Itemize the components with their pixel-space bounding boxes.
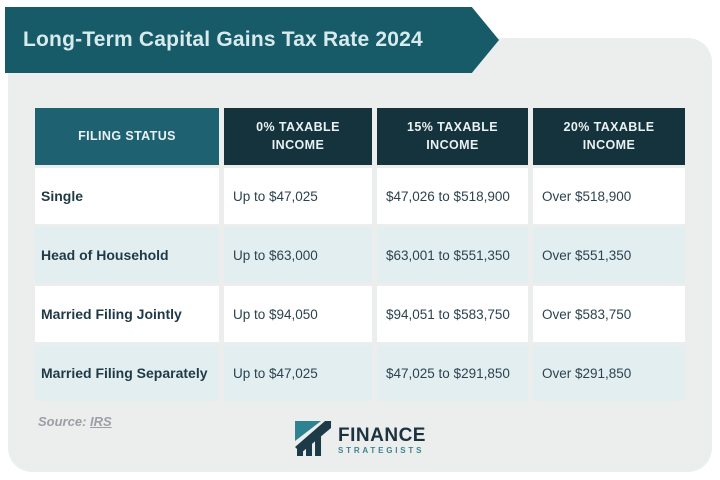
logo-tagline: STRATEGISTS [338,446,425,455]
column-header-filing-status: FILING STATUS [35,108,219,165]
cell-20-percent: Over $291,850 [533,345,685,401]
cell-filing-status: Married Filing Separately [35,345,219,401]
cell-0-percent: Up to $47,025 [224,345,372,401]
column-header-15-percent: 15% TAXABLE INCOME [377,108,528,165]
cell-filing-status: Head of Household [35,227,219,283]
title-banner: Long-Term Capital Gains Tax Rate 2024 [5,7,499,73]
page-title: Long-Term Capital Gains Tax Rate 2024 [23,28,423,51]
source-label: Source: [38,414,87,429]
cell-0-percent: Up to $47,025 [224,168,372,224]
source-line: Source: IRS [38,414,112,429]
cell-0-percent: Up to $94,050 [224,286,372,342]
cell-15-percent: $63,001 to $551,350 [377,227,528,283]
logo-name: FINANCE [338,425,426,446]
cell-0-percent: Up to $63,000 [224,227,372,283]
cell-20-percent: Over $551,350 [533,227,685,283]
column-header-0-percent: 0% TAXABLE INCOME [224,108,372,165]
tax-rate-table: FILING STATUS 0% TAXABLE INCOME 15% TAXA… [35,108,685,401]
cell-filing-status: Married Filing Jointly [35,286,219,342]
cell-20-percent: Over $583,750 [533,286,685,342]
cell-filing-status: Single [35,168,219,224]
finance-strategists-logo: FINANCE STRATEGISTS [294,420,426,461]
logo-text: FINANCE STRATEGISTS [338,426,426,455]
source-link[interactable]: IRS [90,414,112,429]
column-header-20-percent: 20% TAXABLE INCOME [533,108,685,165]
cell-20-percent: Over $518,900 [533,168,685,224]
cell-15-percent: $94,051 to $583,750 [377,286,528,342]
cell-15-percent: $47,025 to $291,850 [377,345,528,401]
ascending-bars-arrow-icon [294,420,332,461]
cell-15-percent: $47,026 to $518,900 [377,168,528,224]
